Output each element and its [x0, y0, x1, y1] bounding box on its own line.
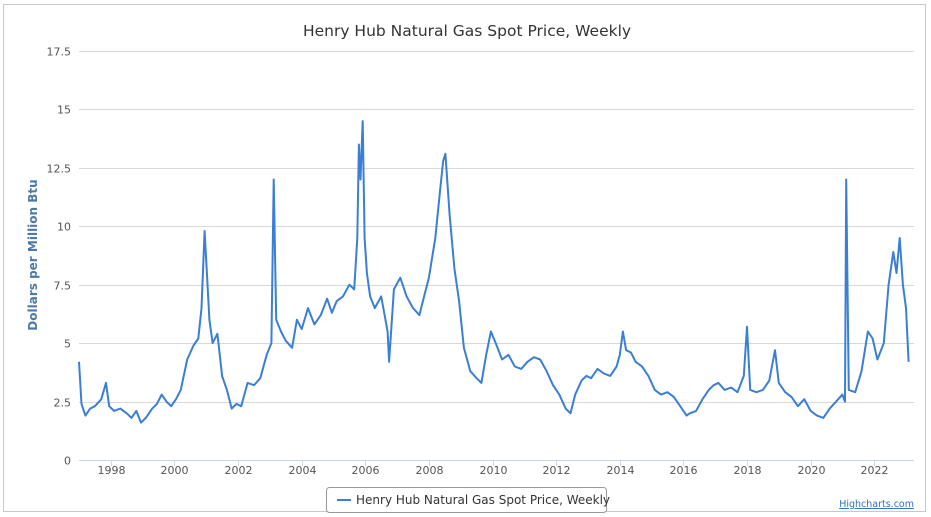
- x-tick-label: 2014: [607, 464, 635, 477]
- x-tick-label: 2000: [161, 464, 189, 477]
- y-tick-label: 7.5: [54, 280, 72, 293]
- legend[interactable]: Henry Hub Natural Gas Spot Price, Weekly: [326, 487, 611, 513]
- x-tick-label: 2022: [861, 464, 889, 477]
- x-tick-label: 2016: [670, 464, 698, 477]
- x-tick-label: 2002: [225, 464, 253, 477]
- y-tick-label: 10: [57, 221, 71, 234]
- chart-title: Henry Hub Natural Gas Spot Price, Weekly: [303, 22, 631, 40]
- x-tick-label: 2004: [289, 464, 317, 477]
- y-tick-label: 0: [64, 455, 71, 468]
- y-tick-label: 2.5: [54, 397, 72, 410]
- x-tick-label: 2020: [798, 464, 826, 477]
- y-tick-label: 17.5: [47, 46, 72, 59]
- legend-item-label[interactable]: Henry Hub Natural Gas Spot Price, Weekly: [356, 493, 610, 507]
- x-tick-label: 2018: [734, 464, 762, 477]
- chart-container: [3, 4, 926, 512]
- series-line-henry-hub[interactable]: [78, 120, 910, 424]
- x-tick-label: 2012: [543, 464, 571, 477]
- y-axis-ticks: 0 2.5 5 7.5 10 12.5 15 17.5: [47, 46, 72, 468]
- x-tick-label: 2006: [352, 464, 380, 477]
- x-axis-ticks: 1998 2000 2002 2004 2006 2008 2010 2012 2014 2016…: [98, 460, 889, 477]
- y-tick-label: 12.5: [47, 163, 72, 176]
- legend-box: [326, 487, 607, 513]
- x-tick-label: 2010: [480, 464, 508, 477]
- x-tick-label: 1998: [98, 464, 126, 477]
- credits-link[interactable]: Highcharts.com: [839, 499, 914, 510]
- gridlines: [79, 51, 914, 403]
- y-axis-label: Dollars per Million Btu: [26, 179, 40, 330]
- x-tick-label: 2008: [416, 464, 444, 477]
- y-tick-label: 5: [64, 338, 71, 351]
- y-tick-label: 15: [57, 104, 71, 117]
